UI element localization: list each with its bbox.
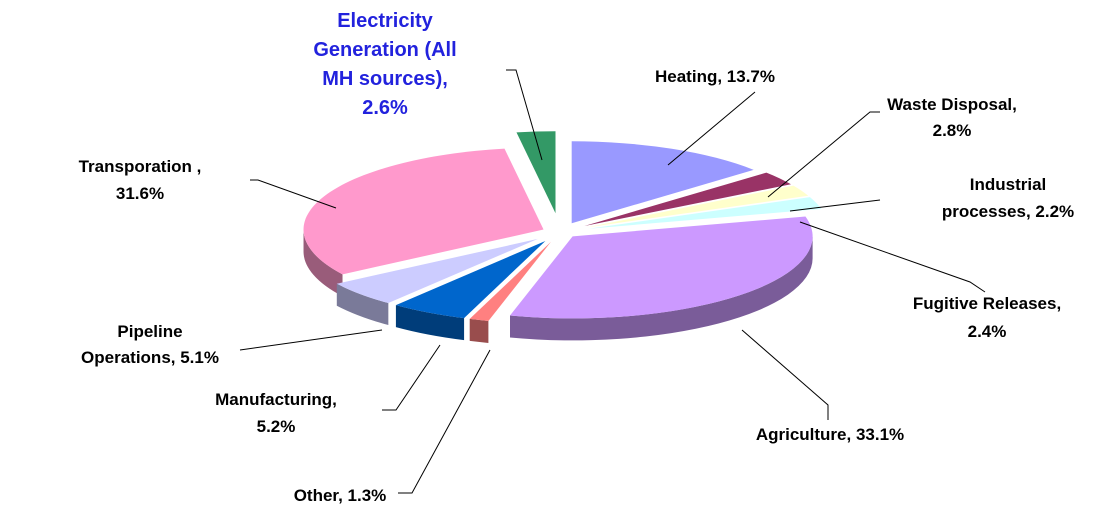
- label-line: Industrial: [970, 175, 1047, 194]
- data-label: Industrial processes, 2.2%: [942, 175, 1074, 221]
- leader-line: [382, 344, 441, 411]
- label-line: Transporation ,: [79, 157, 202, 176]
- data-label: Electricity Generation (All MH sources), 2.…: [313, 10, 456, 119]
- slice-side: [395, 305, 465, 341]
- label-line: 5.2%: [257, 417, 296, 436]
- label-line: Fugitive Releases,: [913, 294, 1061, 313]
- slice-side: [336, 283, 389, 326]
- slice-side: [510, 236, 813, 341]
- label-line: MH sources),: [322, 68, 448, 90]
- label-line: 31.6%: [116, 184, 164, 203]
- leader-line: [398, 349, 491, 494]
- slice: [336, 238, 538, 304]
- leader-line: [799, 221, 986, 293]
- label-line: Generation (All: [313, 39, 456, 61]
- leader-line: [789, 199, 881, 212]
- leader-line: [741, 329, 829, 420]
- slice: [571, 141, 754, 224]
- data-label: Agriculture, 33.1%: [756, 425, 904, 444]
- slice: [516, 131, 556, 214]
- slice: [395, 240, 546, 319]
- label-line: 2.6%: [362, 97, 408, 119]
- leader-line: [667, 91, 756, 166]
- slice: [510, 216, 813, 319]
- data-label: Waste Disposal, 2.8%: [887, 95, 1017, 140]
- slice: [586, 185, 809, 228]
- leader-line: [239, 329, 383, 351]
- data-label: Manufacturing, 5.2%: [215, 390, 337, 436]
- label-line: Manufacturing,: [215, 390, 337, 409]
- leader-line: [506, 69, 543, 161]
- leader-line: [767, 111, 880, 198]
- data-label: Transporation , 31.6%: [79, 157, 202, 203]
- label-line: processes, 2.2%: [942, 202, 1074, 221]
- data-label: Heating, 13.7%: [655, 67, 775, 86]
- slice: [588, 197, 822, 229]
- data-label: Pipeline Operations, 5.1%: [81, 322, 219, 367]
- slice-side: [469, 318, 489, 343]
- label-line: 2.8%: [933, 121, 972, 140]
- slice: [584, 172, 791, 227]
- label-line: Other, 1.3%: [294, 486, 387, 505]
- leader-line: [250, 179, 337, 209]
- slice: [469, 241, 551, 321]
- label-line: Pipeline: [117, 322, 182, 341]
- label-line: Agriculture, 33.1%: [756, 425, 904, 444]
- slice: [303, 148, 544, 275]
- data-label: Other, 1.3%: [294, 486, 387, 505]
- label-line: Waste Disposal,: [887, 95, 1017, 114]
- label-line: 2.4%: [968, 322, 1007, 341]
- slice-side: [303, 229, 343, 297]
- label-line: Heating, 13.7%: [655, 67, 775, 86]
- data-label: Fugitive Releases, 2.4%: [913, 294, 1061, 341]
- label-line: Electricity: [337, 10, 433, 32]
- label-line: Operations, 5.1%: [81, 348, 219, 367]
